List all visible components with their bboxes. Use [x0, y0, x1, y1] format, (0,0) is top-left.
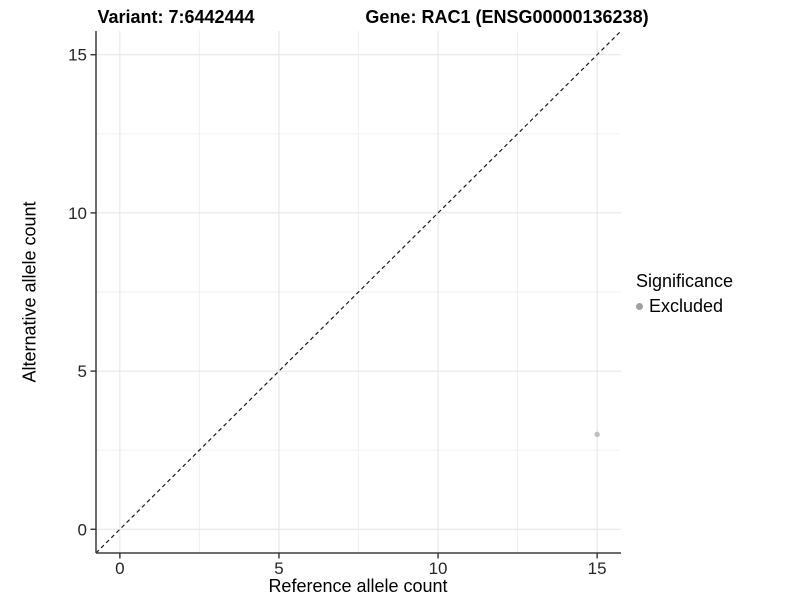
data-point-excluded — [594, 431, 600, 438]
x-tick-label: 15 — [588, 559, 607, 578]
x-tick-label: 5 — [274, 559, 283, 578]
excluded-point-icon — [636, 303, 643, 310]
identity-dashed-line — [95, 30, 622, 554]
x-axis-title: Reference allele count — [268, 576, 448, 596]
y-tick-label: 10 — [68, 204, 87, 223]
plot-title-variant: Variant: 7:6442444 — [97, 7, 255, 27]
legend-item-label: Excluded — [649, 296, 724, 316]
plot-title-gene: Gene: RAC1 (ENSG00000136238) — [365, 7, 649, 27]
legend-item-excluded: Excluded — [636, 296, 733, 317]
y-tick-label: 0 — [78, 520, 87, 539]
y-tick-label: 5 — [78, 362, 87, 381]
x-tick-label: 10 — [429, 559, 448, 578]
legend: Significance Excluded — [636, 271, 733, 317]
x-tick-label: 0 — [115, 559, 124, 578]
y-axis-title: Alternative allele count — [19, 201, 40, 383]
legend-title: Significance — [636, 271, 734, 291]
y-tick-label: 15 — [68, 46, 87, 65]
